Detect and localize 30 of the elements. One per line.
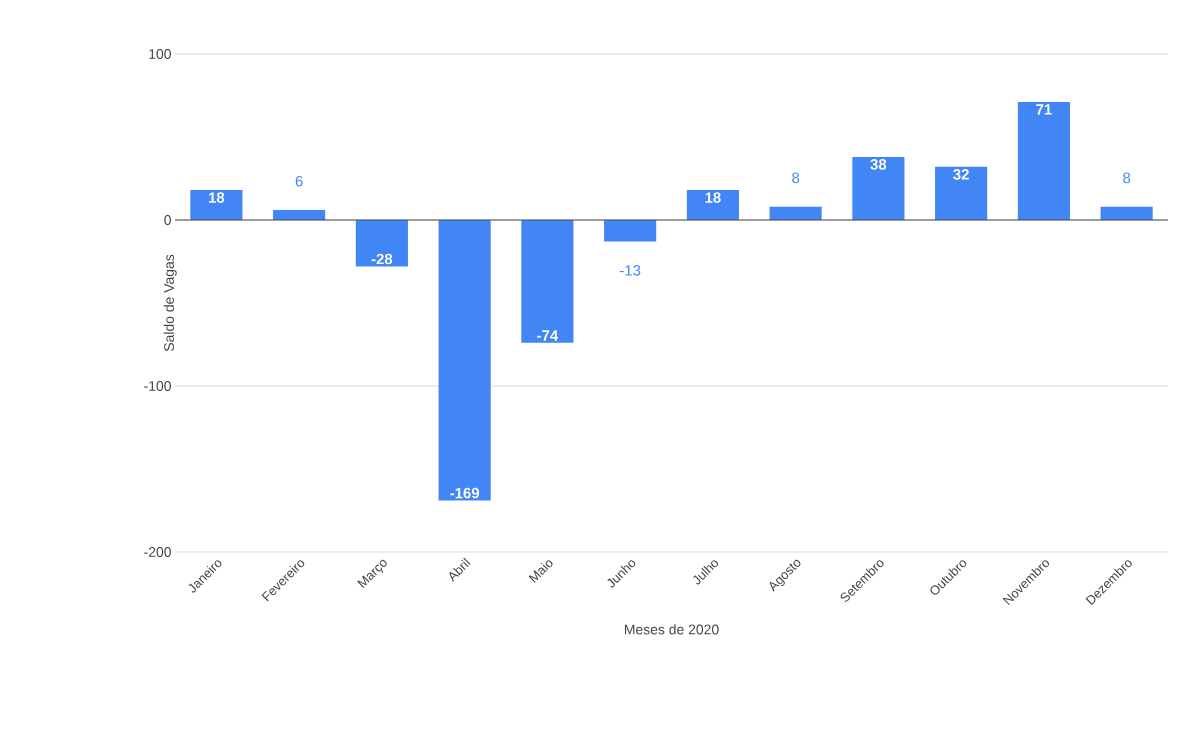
data-label: 18 <box>705 192 721 203</box>
data-label: 32 <box>953 169 969 180</box>
bar <box>355 219 408 267</box>
data-label: 8 <box>1123 172 1131 184</box>
data-label: 38 <box>870 159 887 170</box>
bar <box>438 219 491 501</box>
data-label: 8 <box>792 172 800 184</box>
data-label: 71 <box>1036 104 1052 115</box>
bar <box>852 156 905 220</box>
data-label: -169 <box>450 487 480 499</box>
data-label: -28 <box>371 253 393 265</box>
bar <box>273 210 326 220</box>
y-tick-label: 0 <box>164 215 171 225</box>
bar <box>521 219 574 343</box>
data-label: -74 <box>537 330 559 341</box>
bar <box>1017 102 1070 220</box>
bar <box>769 206 822 220</box>
y-axis-title: Saldo de Vagas <box>163 254 177 352</box>
y-tick-label: -100 <box>144 381 171 391</box>
bar <box>190 190 243 220</box>
data-label: -13 <box>619 265 641 276</box>
y-tick-label: 100 <box>149 49 171 59</box>
bar <box>935 166 988 220</box>
data-label: 6 <box>295 175 303 187</box>
x-axis-title: Meses de 2020 <box>624 624 719 635</box>
y-tick-label: -200 <box>144 547 171 557</box>
bar <box>1100 206 1153 220</box>
bar <box>686 190 739 220</box>
data-label: 18 <box>209 192 225 203</box>
bar <box>604 219 657 242</box>
